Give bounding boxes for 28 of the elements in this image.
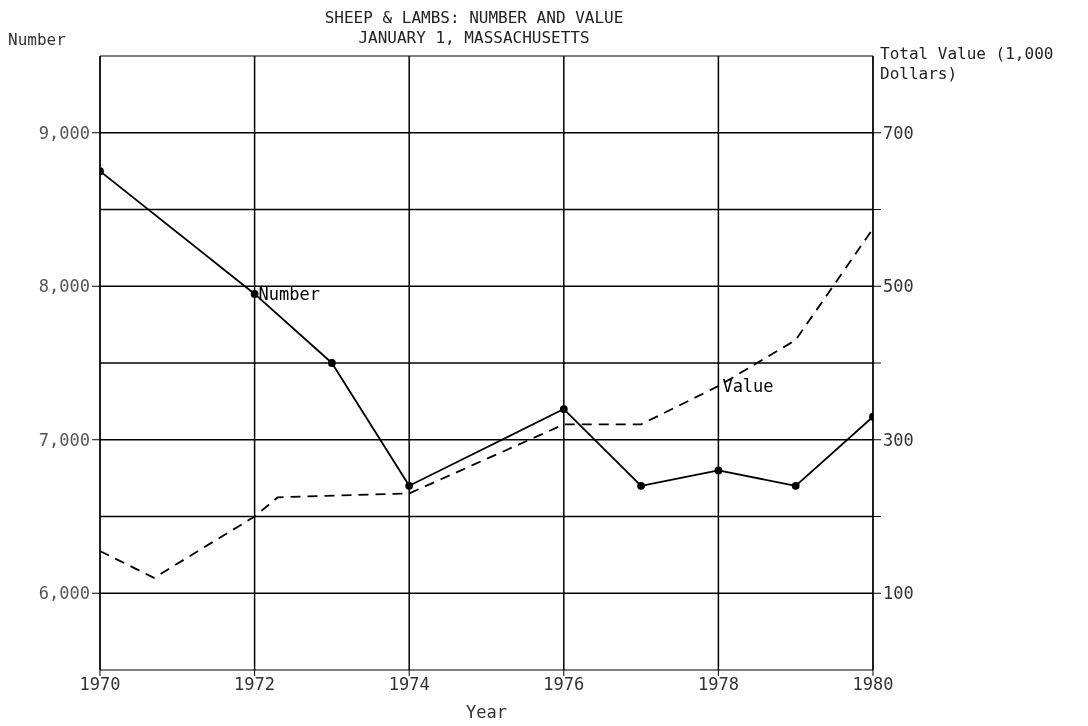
y-tick-label: 6,000 xyxy=(38,583,90,604)
point xyxy=(559,405,568,413)
x-tick-label: 1970 xyxy=(79,674,121,695)
y-tick-label: 8,000 xyxy=(38,276,90,297)
y-tick-label: 9,000 xyxy=(38,122,90,143)
y2-tick-label: 100 xyxy=(883,583,914,604)
series-label: Number xyxy=(258,283,321,304)
y-axis-title: Number xyxy=(8,30,66,49)
point xyxy=(791,481,800,490)
chart-title: SHEEP & LAMBS: NUMBER AND VALUE xyxy=(323,8,625,28)
x-tick-label: 1972 xyxy=(234,674,276,695)
y-tick-label: 7,000 xyxy=(38,429,90,450)
x-tick-label: 1976 xyxy=(543,674,585,695)
x-tick-label: 1974 xyxy=(388,674,430,695)
y2-tick-label: 300 xyxy=(883,429,914,450)
x-tick-label: 1980 xyxy=(852,674,894,695)
series-label: Value xyxy=(722,376,774,397)
y2-tick-label: 700 xyxy=(883,122,914,143)
point xyxy=(714,466,723,475)
chart-subtitle: JANUARY 1, MASSACHUSETTS xyxy=(358,28,590,47)
point xyxy=(328,359,336,367)
point xyxy=(637,481,645,490)
point xyxy=(405,481,414,490)
y2-tick-label: 500 xyxy=(883,276,914,297)
point xyxy=(250,290,259,298)
x-tick-label: 1978 xyxy=(697,674,739,695)
y2-axis-title: Total Value (1,000 Dollars) xyxy=(880,44,1055,84)
x-axis-title: Year xyxy=(466,702,507,722)
